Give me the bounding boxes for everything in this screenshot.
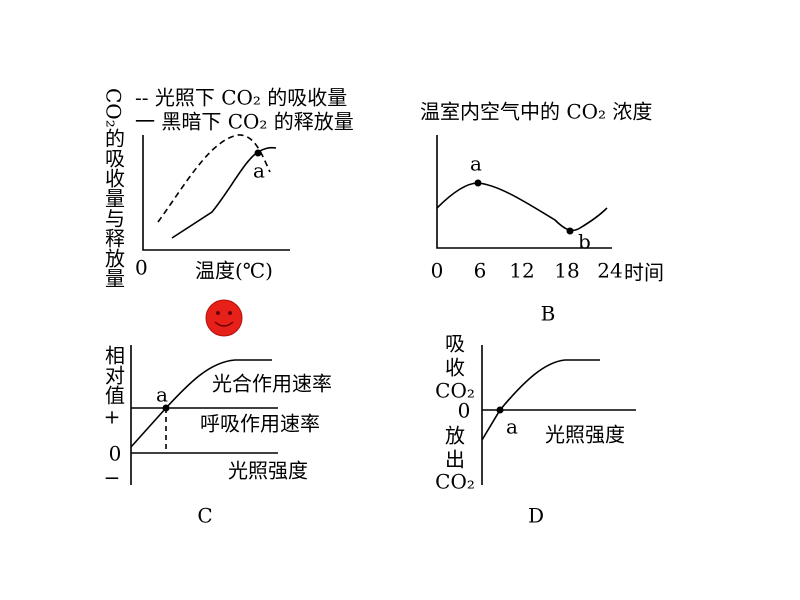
x-label: 光照强度 (228, 459, 308, 483)
x-tick-label: 12 (509, 259, 534, 283)
point-label: a (470, 152, 482, 176)
panel-c: 相对值 + 0 − a 光合作用速率 呼吸作用速率 光照强度 C (102, 345, 333, 528)
curve (481, 359, 600, 441)
point (162, 404, 170, 412)
axes (130, 345, 278, 485)
panel-b: 温室内空气中的 CO₂ 浓度 a b 0 6 12 18 24 时间 B (420, 100, 664, 326)
legend-item: -- 光照下 CO₂ 的吸收量 (135, 86, 347, 110)
axis-label: CO₂ (435, 470, 475, 494)
panel-label: C (197, 504, 212, 528)
axis-label: 收 (445, 356, 465, 380)
x-label: 时间 (624, 261, 664, 285)
point (254, 149, 262, 157)
axis-label: 吸 (445, 332, 465, 356)
curve (436, 182, 608, 232)
y-label: 相对值 (102, 345, 126, 405)
axes (436, 135, 612, 249)
point (474, 179, 482, 187)
y-mark: − (104, 466, 121, 490)
origin: 0 (135, 256, 148, 280)
x-label: 温度(℃) (195, 259, 273, 283)
axes (142, 135, 290, 251)
y-label: CO₂的吸收量与释放量 (102, 88, 126, 288)
title: 温室内空气中的 CO₂ 浓度 (420, 100, 652, 124)
panel-label: B (541, 302, 556, 326)
x-tick-label: 0 (431, 259, 444, 283)
point-label: a (253, 159, 265, 183)
x-label: 光照强度 (545, 423, 625, 447)
x-tick-label: 6 (474, 259, 487, 283)
origin: 0 (458, 399, 471, 423)
smiley (205, 299, 243, 337)
legend-item: 一 黑暗下 CO₂ 的释放量 (135, 110, 354, 134)
curve-label: 呼吸作用速率 (200, 412, 320, 436)
axes (481, 345, 636, 485)
point-label: b (578, 230, 591, 254)
point-label: a (506, 415, 518, 439)
panel-a: CO₂的吸收量与释放量 -- 光照下 CO₂ 的吸收量 一 黑暗下 CO₂ 的释… (102, 86, 354, 288)
y-mark: 0 (109, 442, 122, 466)
axis-label: 出 (445, 448, 465, 472)
panel-d: 吸 收 CO₂ 0 放 出 CO₂ a 光照强度 D (435, 332, 636, 528)
panel-label: D (528, 504, 544, 528)
x-tick-label: 18 (554, 259, 579, 283)
point-label: a (156, 383, 168, 407)
curve (130, 359, 272, 448)
curve-label: 光合作用速率 (212, 372, 332, 396)
axis-label: 放 (445, 424, 465, 448)
x-tick-label: 24 (597, 259, 622, 283)
point (496, 406, 504, 414)
axis-label: CO₂ (435, 379, 475, 403)
y-mark: + (104, 405, 121, 429)
point (566, 227, 574, 235)
